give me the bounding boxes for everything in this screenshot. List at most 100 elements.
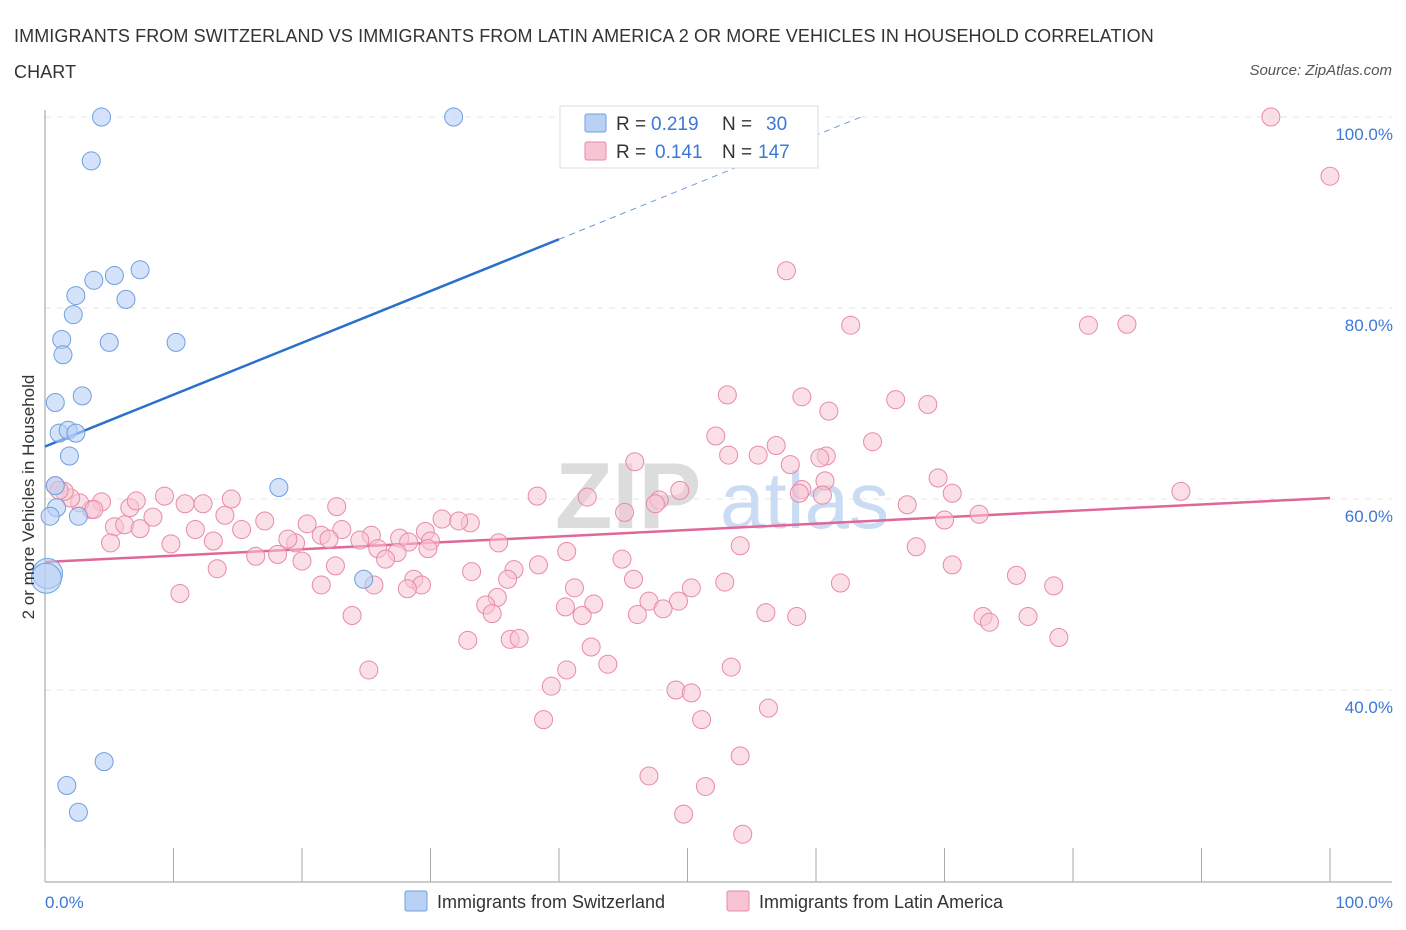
latin-point-103 — [979, 612, 999, 632]
latin-point-109 — [730, 746, 750, 766]
latin-point-138 — [221, 489, 241, 509]
latin-point-31 — [645, 494, 665, 514]
switzerland-point-4 — [104, 266, 124, 286]
latin-point-47 — [350, 530, 370, 550]
latin-point-92 — [509, 628, 529, 648]
latin-point-79 — [669, 591, 689, 611]
latin-point-58 — [325, 556, 345, 576]
y-tick-labels: 100.0% 80.0% 60.0% 40.0% — [1335, 125, 1393, 717]
x-tick-label-min: 0.0% — [45, 893, 84, 912]
latin-point-129 — [175, 494, 195, 514]
latin-point-108 — [692, 710, 712, 730]
latin-point-62 — [528, 555, 548, 575]
latin-point-83 — [584, 594, 604, 614]
latin-point-42 — [297, 514, 317, 534]
latin-point-125 — [215, 505, 235, 525]
latin-point-8 — [886, 390, 906, 410]
latin-point-17 — [810, 448, 830, 468]
latin-point-116 — [342, 606, 362, 626]
latin-point-54 — [278, 529, 298, 549]
latin-point-143 — [207, 559, 227, 579]
latin-point-9 — [918, 394, 938, 414]
switzerland-point-7 — [116, 289, 136, 309]
latin-point-139 — [126, 491, 146, 511]
latin-point-120 — [130, 519, 150, 539]
latin-point-28 — [527, 486, 547, 506]
latin-point-90 — [458, 630, 478, 650]
latin-point-52 — [418, 539, 438, 559]
latin-point-114 — [534, 710, 554, 730]
latin-point-59 — [376, 549, 396, 569]
latin-point-6 — [717, 385, 737, 405]
latin-point-60 — [489, 533, 509, 553]
legend-top: R = 0.219 N = 30 R = 0.141 N = 147 — [559, 105, 819, 169]
latin-point-26 — [1171, 481, 1191, 501]
legend-bottom-swatch-latin-america — [726, 890, 750, 912]
latin-point-93 — [581, 637, 601, 657]
switzerland-point-10 — [99, 332, 119, 352]
latin-point-64 — [612, 549, 632, 569]
latin-point-15 — [748, 445, 768, 465]
latin-point-24 — [812, 485, 832, 505]
y-tick-label-1: 80.0% — [1345, 316, 1393, 335]
latin-point-96 — [541, 676, 561, 696]
legend-top-r-label-1: R = — [616, 142, 646, 163]
latin-point-44 — [332, 520, 352, 540]
legend-bottom-label-switzerland: Immigrants from Switzerland — [437, 892, 665, 912]
latin-point-86 — [627, 605, 647, 625]
gridlines — [45, 116, 1392, 691]
latin-point-46 — [319, 529, 339, 549]
latin-point-78 — [715, 572, 735, 592]
switzerland-point-22 — [40, 506, 60, 526]
latin-point-33 — [969, 504, 989, 524]
chart-title: IMMIGRANTS FROM SWITZERLAND VS IMMIGRANT… — [14, 26, 1154, 82]
y-tick-label-2: 60.0% — [1345, 507, 1393, 526]
latin-point-11 — [706, 426, 726, 446]
x-ticks — [44, 848, 1331, 882]
latin-point-19 — [625, 452, 645, 472]
legend-top-n-value-1: 147 — [758, 142, 790, 163]
latin-point-37 — [432, 509, 452, 529]
latin-point-122 — [161, 534, 181, 554]
legend-top-swatch-switzerland — [584, 113, 607, 133]
switzerland-point-3 — [84, 270, 104, 290]
latin-point-98 — [756, 603, 776, 623]
switzerland-point-26 — [94, 752, 114, 772]
chart-source: Source: ZipAtlas.com — [1249, 62, 1392, 79]
latin-point-112 — [674, 804, 694, 824]
latin-point-68 — [311, 575, 331, 595]
switzerland-point-19 — [269, 478, 289, 498]
latin-point-115 — [359, 660, 379, 680]
latin-point-97 — [721, 657, 741, 677]
latin-point-126 — [232, 520, 252, 540]
series-latin-america — [45, 107, 1340, 844]
switzerland-point-11 — [166, 332, 186, 352]
latin-point-3 — [1117, 314, 1137, 334]
latin-point-117 — [170, 584, 190, 604]
latin-point-55 — [246, 546, 266, 566]
switzerland-point-21 — [68, 506, 88, 526]
latin-point-107 — [758, 698, 778, 718]
latin-point-77 — [1044, 576, 1064, 596]
switzerland-point-13 — [72, 386, 92, 406]
legend-bottom-label-latin-america: Immigrants from Latin America — [759, 892, 1004, 912]
latin-point-111 — [695, 776, 715, 796]
latin-point-76 — [1006, 565, 1026, 585]
switzerland-point-17 — [66, 423, 86, 443]
switzerland-point-14 — [45, 393, 65, 413]
switzerland-point-6 — [66, 286, 86, 306]
latin-point-99 — [787, 606, 807, 626]
latin-point-82 — [653, 599, 673, 619]
switzerland-point-18 — [59, 446, 79, 466]
latin-point-89 — [482, 604, 502, 624]
latin-point-127 — [193, 494, 213, 514]
legend-bottom: Immigrants from Switzerland Immigrants f… — [404, 890, 1004, 912]
latin-point-84 — [555, 597, 575, 617]
latin-point-7 — [792, 387, 812, 407]
switzerland-point-5 — [130, 260, 150, 280]
legend-bottom-swatch-switzerland — [404, 890, 428, 912]
series-switzerland — [30, 107, 464, 822]
legend-top-r-label-0: R = — [616, 114, 646, 135]
latin-point-38 — [449, 511, 469, 531]
latin-point-4 — [1078, 315, 1098, 335]
